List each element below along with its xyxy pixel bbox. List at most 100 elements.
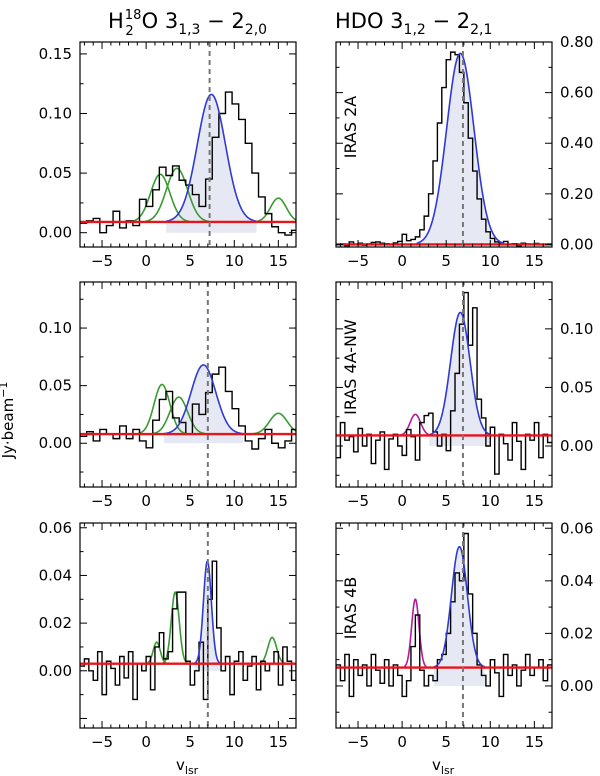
observed-spectrum xyxy=(336,532,552,698)
green-fit-0 xyxy=(145,641,168,665)
y-tick-label: 0.05 xyxy=(39,377,72,395)
x-tick-label: 10 xyxy=(225,492,244,510)
x-tick-label: −5 xyxy=(347,252,369,270)
y-tick-label: 0.60 xyxy=(560,84,593,102)
y-tick-label: 0.06 xyxy=(39,519,72,537)
main-fit-curve xyxy=(166,93,257,222)
x-tick-label: 10 xyxy=(225,252,244,270)
observed-spectrum xyxy=(336,51,552,247)
main-fit-fill xyxy=(416,53,505,245)
main-fit-fill xyxy=(166,94,257,233)
x-tick-label: −5 xyxy=(91,252,113,270)
y-tick-label: 0.80 xyxy=(560,33,593,51)
y-tick-label: 0.00 xyxy=(560,437,593,455)
y-tick-label: 0.00 xyxy=(560,677,593,695)
observed-spectrum xyxy=(80,91,296,236)
y-tick-label: 0.00 xyxy=(560,235,593,253)
column-title-h218o: H18 2 O 31,3 − 22,0 xyxy=(108,8,267,39)
observed-spectrum xyxy=(80,560,296,701)
x-tick-label: 15 xyxy=(525,492,544,510)
panel-hdo-iras2a: −5 0 5 10 15 0.00 0.20 0.40 0.60 0.80 IRAS 2A xyxy=(335,33,593,270)
main-fit-curve xyxy=(416,52,505,245)
y-tick-label: 0.20 xyxy=(560,185,593,203)
panel-h218o-iras2a: −5 0 5 10 15 0.00 0.05 0.10 0.15 xyxy=(39,41,297,270)
y-tick-label: 0.04 xyxy=(560,572,593,590)
main-fit-curve xyxy=(433,545,486,668)
y-tick-label: 0.10 xyxy=(39,319,72,337)
green-fit-0 xyxy=(138,383,186,435)
x-tick-label: 0 xyxy=(141,252,151,270)
panel-frame xyxy=(335,41,553,248)
observed-spectrum xyxy=(336,291,552,475)
x-tick-label: 5 xyxy=(441,492,451,510)
x-tick-label: 15 xyxy=(269,733,288,751)
y-tick-label: 0.10 xyxy=(39,105,72,123)
x-tick-label: 5 xyxy=(441,252,451,270)
panel-h218o-iras4anw: −5 0 5 10 15 0.00 0.05 0.10 xyxy=(39,281,297,510)
panel-label: IRAS 2A xyxy=(341,96,360,159)
y-tick-label: 0.00 xyxy=(39,434,72,452)
green-fit-2 xyxy=(258,636,286,665)
x-tick-label: 15 xyxy=(269,252,288,270)
main-fit-curve xyxy=(163,364,244,435)
magenta-fit-0 xyxy=(399,413,432,437)
panel-frame xyxy=(79,522,297,729)
x-tick-label: −5 xyxy=(91,733,113,751)
x-tick-label: 0 xyxy=(397,492,407,510)
y-tick-label: 0.05 xyxy=(560,378,593,396)
panel-frame xyxy=(79,41,297,248)
x-axis-label-left: vlsr xyxy=(176,756,199,776)
observed-spectrum xyxy=(80,366,296,450)
x-tick-label: −5 xyxy=(347,733,369,751)
plot-area xyxy=(80,523,296,728)
x-axis-label-right: vlsr xyxy=(432,756,455,776)
y-tick-label: 0.00 xyxy=(39,662,72,680)
x-tick-label: 5 xyxy=(185,733,195,751)
x-tick-label: 15 xyxy=(525,733,544,751)
panel-h218o-iras4b: −5 0 5 10 15 0.00 0.02 0.04 0.06 xyxy=(39,519,297,751)
y-tick-label: 0.00 xyxy=(39,224,72,242)
y-tick-label: 0.06 xyxy=(560,519,593,537)
plot-area xyxy=(80,42,296,247)
panel-hdo-iras4b: −5 0 5 10 15 0.00 0.02 0.04 0.06 IRAS 4B xyxy=(335,519,593,751)
main-fit-fill xyxy=(163,364,243,444)
y-tick-label: 0.04 xyxy=(39,566,72,584)
y-tick-label: 0.02 xyxy=(39,614,72,632)
green-fit-1 xyxy=(145,167,209,223)
x-tick-label: 10 xyxy=(481,252,500,270)
x-tick-label: 10 xyxy=(481,492,500,510)
y-tick-label: 0.05 xyxy=(39,164,72,182)
panel-frame xyxy=(79,281,297,488)
green-fit-0 xyxy=(131,173,190,223)
x-tick-label: 0 xyxy=(397,252,407,270)
main-fit-fill xyxy=(429,312,492,446)
y-tick-label: 0.15 xyxy=(39,45,72,63)
panel-frame xyxy=(335,281,553,488)
plot-area xyxy=(336,42,552,247)
green-fit-2 xyxy=(251,412,296,435)
x-tick-label: 5 xyxy=(441,733,451,751)
x-tick-label: 5 xyxy=(185,492,195,510)
x-tick-label: 0 xyxy=(141,733,151,751)
green-fit-1 xyxy=(152,396,206,435)
plot-area xyxy=(336,282,552,487)
x-tick-label: 10 xyxy=(225,733,244,751)
panel-label: IRAS 4A-NW xyxy=(341,319,360,415)
y-tick-label: 0.40 xyxy=(560,134,593,152)
panel-label: IRAS 4B xyxy=(341,577,360,640)
x-tick-label: 5 xyxy=(185,252,195,270)
x-tick-label: 10 xyxy=(481,733,500,751)
y-tick-label: 0.10 xyxy=(560,320,593,338)
panel-hdo-iras4anw: −5 0 5 10 15 0.00 0.05 0.10 IRAS 4A-NW xyxy=(335,281,593,510)
y-axis-label: Jy·beam−1 xyxy=(0,382,17,460)
panel-frame xyxy=(335,522,553,729)
magenta-fit-0 xyxy=(403,598,427,668)
main-fit-curve xyxy=(429,311,492,436)
x-tick-label: −5 xyxy=(91,492,113,510)
x-tick-label: 15 xyxy=(525,252,544,270)
y-tick-label: 0.02 xyxy=(560,624,593,642)
x-tick-label: −5 xyxy=(347,492,369,510)
column-title-hdo: HDO 31,2 − 22,1 xyxy=(335,9,492,38)
x-tick-label: 0 xyxy=(397,733,407,751)
